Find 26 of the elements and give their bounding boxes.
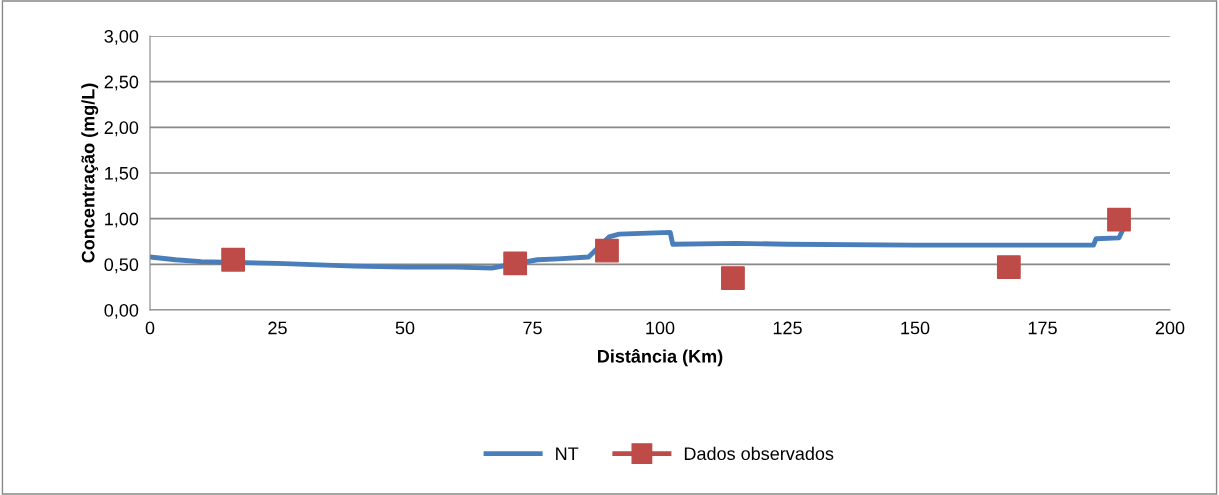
y-tick-label: 1,00	[105, 212, 139, 228]
point	[996, 255, 1021, 279]
point	[503, 251, 528, 276]
x-tick-label: 100	[646, 321, 675, 335]
y-tick-label: 0,50	[104, 258, 139, 274]
y-axis-title: Concentração (mg/L)	[81, 83, 99, 263]
y-tick-label: 2,50	[104, 75, 139, 91]
x-tick-label: 125	[773, 321, 802, 335]
y-tick-label: 2,00	[104, 121, 139, 137]
x-tick-label: 25	[268, 321, 287, 335]
y-tick-label: 0,00	[104, 303, 139, 319]
x-tick-label: 0	[145, 321, 155, 335]
point	[1107, 207, 1131, 232]
point	[221, 247, 246, 272]
x-tick-label: 150	[901, 321, 930, 335]
x-tick-label: 50	[395, 321, 415, 335]
point	[595, 238, 619, 263]
x-tick-label: 200	[1155, 321, 1185, 335]
x-axis-title: Distância (Km)	[598, 349, 723, 367]
y-tick-label: 3,00	[104, 29, 139, 45]
legend-label: NT	[556, 447, 579, 460]
legend-label: Dados observados	[684, 446, 834, 461]
x-tick-label: 175	[1028, 321, 1057, 335]
y-tick-label: 1,50	[105, 166, 139, 182]
point	[721, 266, 745, 290]
x-tick-label: 75	[523, 321, 542, 335]
